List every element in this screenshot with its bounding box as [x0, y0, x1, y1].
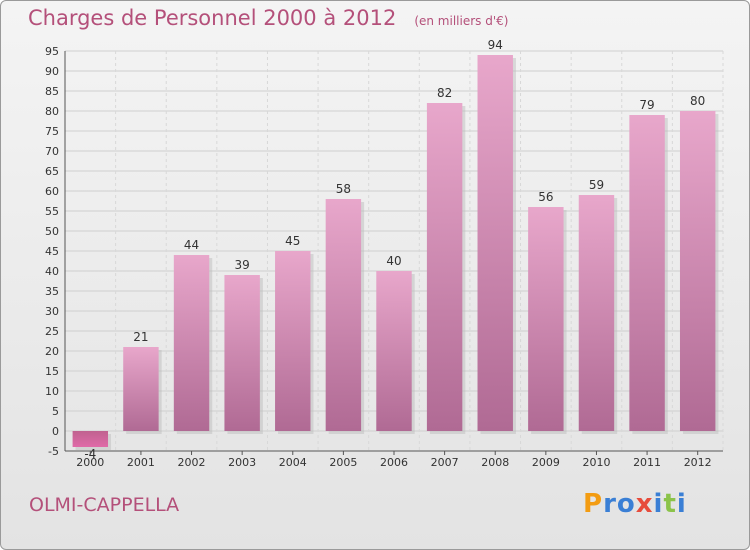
y-tick-label: 45 — [45, 245, 59, 258]
bar — [376, 271, 412, 431]
y-tick-label: 85 — [45, 85, 59, 98]
x-tick-label: 2007 — [431, 456, 459, 469]
y-tick-label: 60 — [45, 185, 59, 198]
bar-value-label: 82 — [437, 86, 452, 100]
bar-value-label: 45 — [285, 234, 300, 248]
chart-subtitle: (en milliers d'€) — [414, 14, 509, 28]
y-tick-label: 20 — [45, 345, 59, 358]
y-tick-label: 90 — [45, 65, 59, 78]
bar-value-label: 94 — [488, 38, 503, 52]
proxiti-logo: Proxiti — [583, 489, 687, 519]
bar-value-label: 80 — [690, 94, 705, 108]
x-tick-label: 2009 — [532, 456, 560, 469]
bar-value-label: 79 — [639, 98, 654, 112]
x-tick-label: 2005 — [329, 456, 357, 469]
x-tick-label: 2006 — [380, 456, 408, 469]
chart-title: Charges de Personnel 2000 à 2012 (en mill… — [28, 6, 508, 30]
y-tick-label: 40 — [45, 265, 59, 278]
bar — [679, 111, 716, 431]
chart-title-text: Charges de Personnel 2000 à 2012 — [28, 6, 397, 30]
x-tick-label: 2001 — [127, 456, 155, 469]
bar — [123, 347, 159, 431]
x-tick-label: 2008 — [481, 456, 509, 469]
commune-name: OLMI-CAPPELLA — [29, 494, 180, 516]
y-tick-label: 35 — [45, 285, 59, 298]
y-tick-label: 70 — [45, 145, 59, 158]
bar — [325, 199, 362, 431]
y-tick-label: 0 — [52, 425, 59, 438]
y-tick-label: 50 — [45, 225, 59, 238]
x-tick-label: 2003 — [228, 456, 256, 469]
x-tick-label: 2011 — [633, 456, 661, 469]
bar-value-label: 40 — [386, 254, 401, 268]
bar-value-label: 44 — [184, 238, 199, 252]
y-tick-label: 10 — [45, 385, 59, 398]
bar-value-label: 59 — [589, 178, 604, 192]
y-tick-label: 95 — [45, 45, 59, 58]
bar — [528, 207, 564, 431]
y-tick-label: 5 — [52, 405, 59, 418]
bar-value-label: 56 — [538, 190, 553, 204]
y-tick-label: 55 — [45, 205, 59, 218]
bar — [629, 115, 665, 431]
x-tick-label: 2010 — [582, 456, 610, 469]
logo-letter: o — [616, 489, 636, 519]
bar — [426, 103, 463, 431]
bar — [173, 255, 210, 431]
x-tick-label: 2012 — [684, 456, 712, 469]
x-tick-label: 2002 — [178, 456, 206, 469]
bar — [72, 431, 109, 447]
x-tick-label: 2000 — [76, 456, 104, 469]
logo-letter: P — [583, 489, 604, 519]
bar — [224, 275, 260, 431]
bar-value-label: 39 — [235, 258, 250, 272]
x-tick-label: 2004 — [279, 456, 307, 469]
logo-letter: r — [603, 489, 617, 519]
bar — [578, 195, 615, 431]
y-tick-label: 30 — [45, 305, 59, 318]
logo-letter: t — [663, 489, 677, 519]
bar — [477, 55, 513, 431]
y-tick-label: -5 — [48, 445, 59, 458]
y-tick-label: 75 — [45, 125, 59, 138]
logo-letter: x — [635, 489, 654, 519]
y-tick-label: 15 — [45, 365, 59, 378]
y-tick-label: 25 — [45, 325, 59, 338]
logo-letter: i — [653, 489, 664, 519]
bar — [275, 251, 311, 431]
bar-value-label: 21 — [133, 330, 148, 344]
logo-letter: i — [676, 489, 687, 519]
bar-value-label: 58 — [336, 182, 351, 196]
y-tick-label: 80 — [45, 105, 59, 118]
y-tick-label: 65 — [45, 165, 59, 178]
